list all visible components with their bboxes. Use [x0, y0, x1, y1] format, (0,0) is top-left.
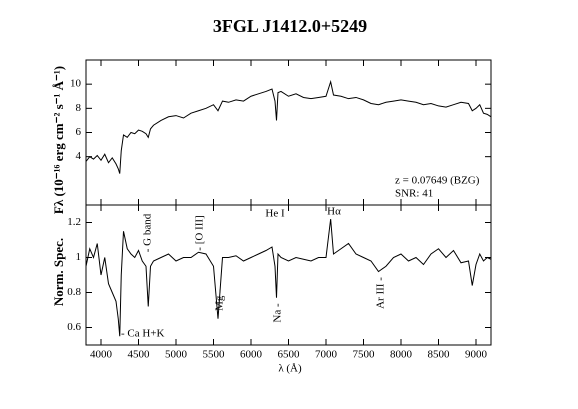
annotation: Na -: [272, 303, 284, 323]
x-tick-label: 4500: [128, 349, 151, 361]
annotation: Ar III -: [375, 277, 387, 309]
y-tick-label: 4: [76, 150, 82, 162]
y-axis-label: Fλ (10⁻¹⁶ erg cm⁻² s⁻¹ Å⁻¹): [51, 66, 66, 214]
annotation: Hα: [327, 206, 341, 218]
x-tick-label: 5500: [203, 349, 226, 361]
x-tick-label: 7500: [353, 349, 376, 361]
y-axis-label: Norm. Spec.: [51, 238, 66, 306]
x-tick-label: 8000: [390, 349, 413, 361]
x-axis-label: λ (Å): [278, 363, 302, 375]
x-tick-label: 6000: [240, 349, 263, 361]
annotation: - [O III]: [194, 215, 206, 250]
x-tick-label: 6500: [278, 349, 301, 361]
annotation: - G band: [142, 213, 154, 252]
annotation: He I: [265, 208, 285, 220]
y-tick-label: 10: [70, 78, 82, 90]
spectrum-line: [85, 218, 492, 337]
y-tick-label: 6: [76, 126, 82, 138]
y-tick-label: 0.8: [67, 286, 81, 298]
annotation: Mg -: [214, 289, 226, 311]
annotation: z = 0.07649 (BZG): [395, 175, 480, 187]
y-tick-label: 0.6: [67, 321, 81, 333]
annotation: SNR: 41: [395, 188, 433, 200]
chart-title: 3FGL J1412.0+5249: [213, 16, 367, 36]
x-tick-label: 4000: [90, 349, 113, 361]
x-tick-label: 8500: [428, 349, 451, 361]
x-tick-label: 9000: [465, 349, 488, 361]
annotation: - Ca H+K: [121, 328, 165, 340]
x-tick-label: 5000: [165, 349, 188, 361]
spectrum-line: [85, 79, 492, 174]
y-tick-label: 8: [76, 102, 82, 114]
x-tick-label: 7000: [315, 349, 338, 361]
y-tick-label: 1: [76, 251, 82, 263]
y-tick-label: 1.2: [67, 216, 81, 228]
